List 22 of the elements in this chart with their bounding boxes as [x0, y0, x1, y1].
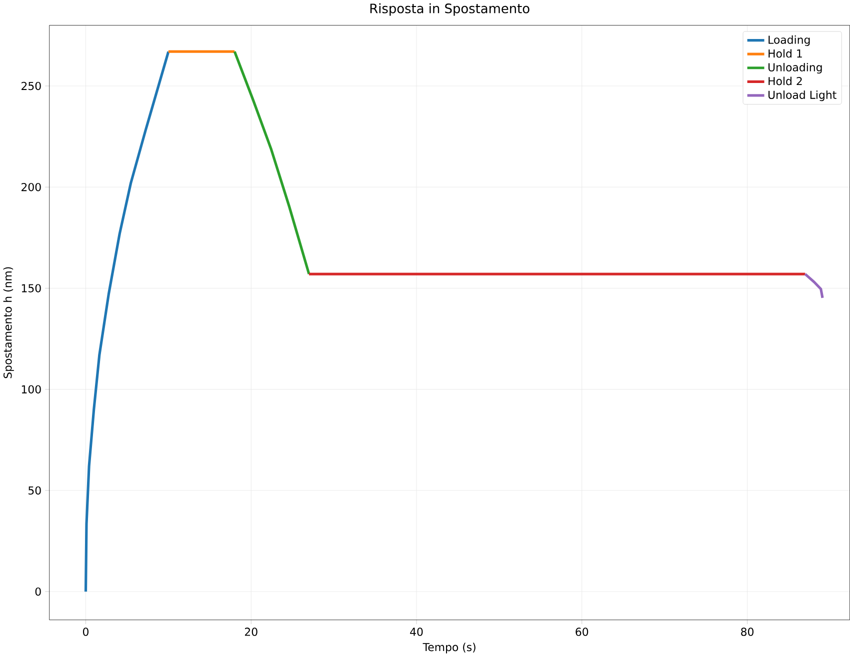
x-tick-label: 0	[82, 628, 88, 636]
x-tick-label: 40	[410, 628, 423, 636]
y-tick-label: 0	[35, 588, 41, 596]
x-tick-label: 80	[741, 628, 754, 636]
x-tick-label: 20	[244, 628, 258, 636]
y-tick-label: 200	[22, 183, 41, 192]
legend-label: Hold 1	[768, 49, 802, 58]
legend-label: Loading	[768, 36, 810, 46]
x-axis-title: Tempo (s)	[422, 642, 476, 654]
legend-label: Unload Light	[768, 90, 836, 102]
y-tick-label: 100	[22, 385, 41, 394]
y-axis-title: Spostamento h (nm)	[3, 267, 14, 378]
legend-label: Unloading	[768, 63, 822, 74]
line-series	[804, 272, 824, 300]
y-tick-label: 50	[28, 486, 41, 495]
y-tick-label: 150	[22, 284, 41, 293]
x-tick-label: 60	[576, 628, 588, 636]
line-series	[84, 50, 170, 594]
chart-title: Risposta in Spostamento	[370, 3, 530, 16]
legend-label: Hold 2	[768, 76, 802, 86]
y-tick-label: 250	[22, 82, 41, 90]
line-series	[233, 50, 310, 276]
